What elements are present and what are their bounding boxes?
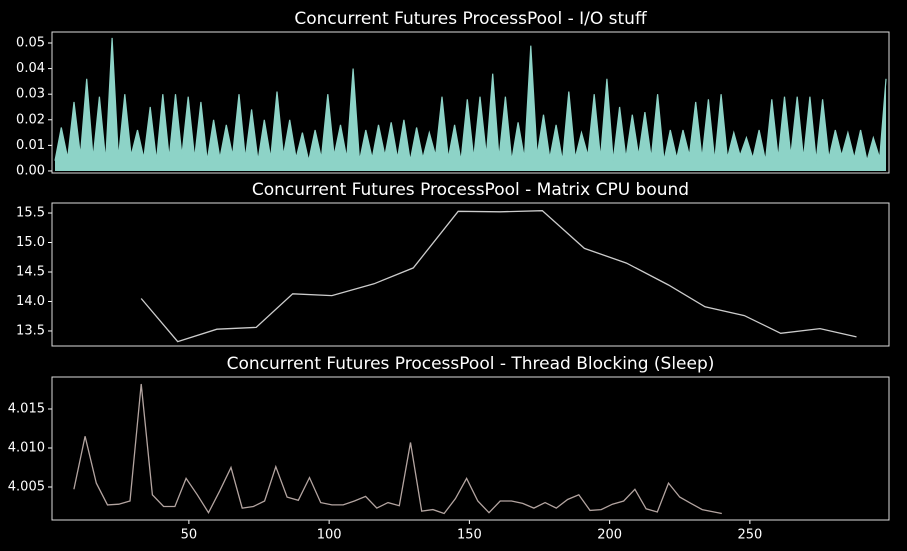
- y-tick-label: 0.02: [16, 112, 45, 127]
- x-tick-label: 200: [597, 528, 622, 543]
- y-tick-label: 4.005: [8, 480, 45, 495]
- y-tick-label: 0.00: [16, 163, 45, 178]
- axes-frame: [51, 376, 890, 521]
- line: [140, 210, 857, 343]
- chart-title: Concurrent Futures ProcessPool - Matrix …: [252, 180, 689, 200]
- axes-frame: [51, 31, 890, 174]
- y-tick-label: 0.03: [16, 87, 45, 102]
- x-tick-label: 250: [737, 528, 762, 543]
- y-tick-label: 0.01: [16, 138, 45, 153]
- y-tick-label: 15.5: [16, 206, 45, 221]
- y-tick-label: 4.010: [8, 440, 45, 455]
- chart-title: Concurrent Futures ProcessPool - I/O stu…: [294, 9, 648, 29]
- x-tick-label: 150: [457, 528, 482, 543]
- y-tick-label: 0.05: [16, 36, 45, 51]
- chart-title: Concurrent Futures ProcessPool - Thread …: [227, 354, 715, 374]
- y-tick-label: 4.015: [8, 401, 45, 416]
- y-tick-label: 13.5: [16, 323, 45, 338]
- y-tick-label: 15.0: [16, 235, 45, 250]
- y-tick-label: 14.0: [16, 294, 45, 309]
- area-fill: [55, 37, 886, 171]
- x-tick-label: 100: [317, 528, 342, 543]
- y-tick-label: 0.04: [16, 61, 45, 76]
- x-tick-label: 50: [181, 528, 198, 543]
- area-line: [54, 37, 887, 161]
- line: [73, 383, 722, 515]
- axes-frame: [51, 202, 890, 347]
- y-tick-label: 14.5: [16, 264, 45, 279]
